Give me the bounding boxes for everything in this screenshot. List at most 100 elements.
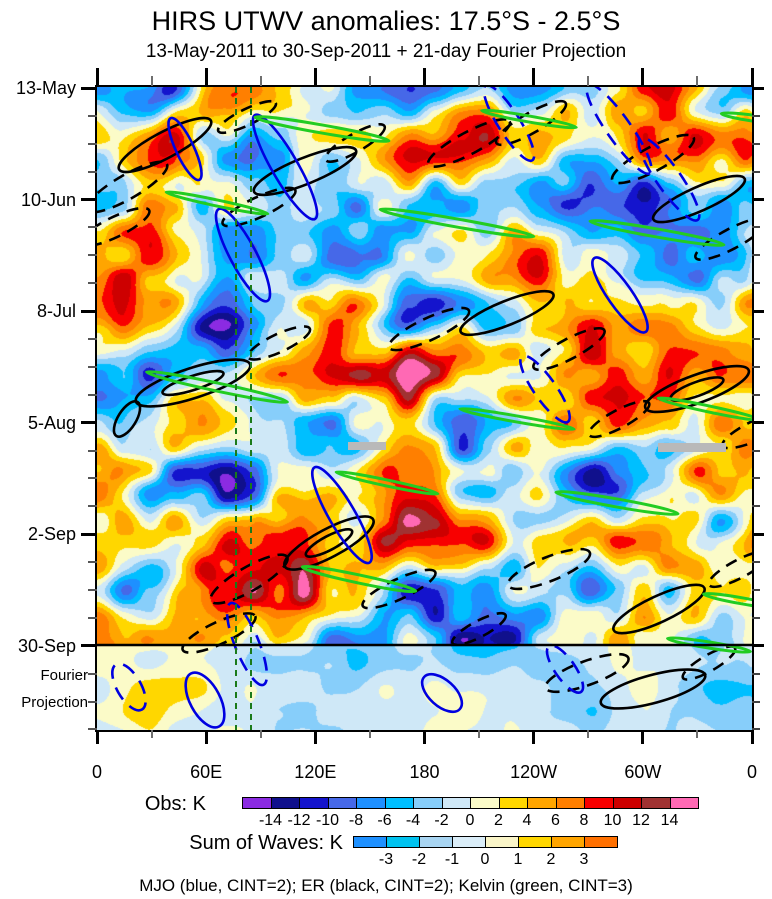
y-minor-tick-right xyxy=(752,505,760,508)
waves-colorbar-cell xyxy=(485,836,519,848)
y-minor-tick xyxy=(88,282,97,285)
chart-title: HIRS UTWV anomalies: 17.5°S - 2.5°S xyxy=(151,6,621,36)
waves-colorbar-cell xyxy=(419,836,453,848)
kelvin-wave-contour xyxy=(702,591,752,611)
er-wave-contour xyxy=(707,549,752,589)
y-minor-tick-right xyxy=(752,561,760,564)
x-tick-label: 0 xyxy=(91,762,103,782)
obs-colorbar-tick-label: 10 xyxy=(603,812,622,829)
waves-colorbar-label: Sum of Waves: K xyxy=(189,832,343,854)
kelvin-wave-contour xyxy=(300,564,418,594)
mjo-wave-contour xyxy=(637,136,701,222)
mjo-wave-contour xyxy=(251,113,319,221)
obs-colorbar-cell xyxy=(327,797,357,809)
kelvin-wave-contour xyxy=(554,490,680,516)
y-minor-tick-right xyxy=(752,477,760,480)
waves-colorbar-tick-label: -2 xyxy=(411,851,427,868)
y-major-tick xyxy=(81,198,97,202)
obs-colorbar-cell xyxy=(669,797,699,809)
obs-colorbar-tick-label: 4 xyxy=(522,812,532,829)
kelvin-wave-contour xyxy=(145,370,289,404)
er-wave-contour xyxy=(112,400,142,438)
er-wave-contour xyxy=(450,611,508,647)
y-minor-tick-right xyxy=(752,616,760,619)
x-minor-tick-bottom xyxy=(150,730,153,738)
x-major-tick-top xyxy=(423,68,426,86)
y-minor-tick-right xyxy=(752,226,760,229)
y-minor-tick-right xyxy=(752,700,760,703)
waves-colorbar-cell xyxy=(551,836,585,848)
mjo-wave-contour xyxy=(519,354,571,424)
obs-colorbar-cell xyxy=(612,797,642,809)
y-minor-tick-right xyxy=(752,114,760,117)
y-tick-label: 30-Sep xyxy=(17,635,76,656)
y-major-tick-right xyxy=(752,532,764,536)
y-minor-tick-right xyxy=(752,337,760,340)
er-wave-contour xyxy=(459,289,555,337)
x-minor-tick-top xyxy=(259,76,262,86)
y-major-tick xyxy=(81,644,97,648)
er-wave-contour xyxy=(651,174,747,224)
er-wave-contour xyxy=(643,364,751,414)
y-major-tick xyxy=(81,86,97,90)
y-minor-tick xyxy=(88,561,97,564)
er-wave-contour xyxy=(599,668,707,710)
y-tick-label: 13-May xyxy=(15,78,76,98)
y-minor-tick xyxy=(88,337,97,340)
obs-colorbar-cell xyxy=(441,797,471,809)
er-wave-contour xyxy=(304,528,354,558)
mjo-wave-contour xyxy=(167,116,203,182)
y-minor-tick-right xyxy=(752,393,760,396)
y-minor-tick xyxy=(88,728,97,731)
mjo-wave-contour xyxy=(482,87,536,163)
y-tick-label: 8-Jul xyxy=(36,301,76,322)
obs-colorbar-cell xyxy=(299,797,329,809)
kelvin-wave-contour xyxy=(334,470,440,496)
waves-colorbar-cell xyxy=(353,836,387,848)
y-minor-tick xyxy=(88,393,97,396)
er-wave-contour xyxy=(387,306,471,352)
y-major-tick-right xyxy=(752,309,764,313)
waves-colorbar-cell xyxy=(518,836,552,848)
y-minor-tick xyxy=(88,142,97,145)
y-minor-tick xyxy=(88,226,97,229)
obs-colorbar-tick-label: -2 xyxy=(434,812,449,829)
waves-colorbar-cell xyxy=(452,836,486,848)
x-minor-tick-top xyxy=(587,76,590,86)
er-wave-contour xyxy=(506,547,592,591)
x-major-tick-top xyxy=(750,68,754,86)
er-wave-contour xyxy=(544,652,630,694)
y-minor-tick-right xyxy=(752,282,760,285)
mjo-wave-contour xyxy=(111,662,147,712)
obs-colorbar-tick-label: -14 xyxy=(258,812,283,829)
obs-colorbar-label: Obs: K xyxy=(144,793,206,815)
obs-colorbar-tick-label: -10 xyxy=(315,812,340,829)
fourier-label-line1: Fourier xyxy=(40,667,88,684)
er-wave-contour xyxy=(209,553,289,605)
wave-contour-overlay xyxy=(97,87,752,730)
y-minor-tick xyxy=(88,170,97,173)
obs-colorbar-cell xyxy=(413,797,443,809)
obs-colorbar-cell xyxy=(242,797,272,809)
contour-legend-note: MJO (blue, CINT=2); ER (black, CINT=2); … xyxy=(139,876,633,895)
obs-colorbar-tick-label: 0 xyxy=(465,812,475,829)
waves-colorbar-tick-label: -1 xyxy=(444,851,460,868)
x-minor-tick-top xyxy=(150,76,153,86)
waves-colorbar-tick-label: 0 xyxy=(480,851,490,868)
x-major-tick-top xyxy=(313,68,317,86)
x-minor-tick-bottom xyxy=(587,730,590,738)
y-minor-tick xyxy=(88,588,97,591)
obs-colorbar-cell xyxy=(384,797,414,809)
er-wave-contour xyxy=(97,206,151,248)
er-wave-contour xyxy=(532,326,606,372)
x-major-tick-top xyxy=(204,68,208,86)
er-wave-contour xyxy=(216,99,278,135)
er-wave-contour xyxy=(361,568,437,610)
y-major-tick-right xyxy=(752,421,764,425)
x-minor-tick-top xyxy=(368,76,371,86)
y-minor-tick xyxy=(88,505,97,508)
waves-colorbar-tick-label: 2 xyxy=(546,851,556,868)
obs-colorbar-tick-label: -6 xyxy=(377,812,392,829)
obs-colorbar-tick-label: 6 xyxy=(551,812,560,829)
x-tick-label: 60E xyxy=(190,762,223,782)
